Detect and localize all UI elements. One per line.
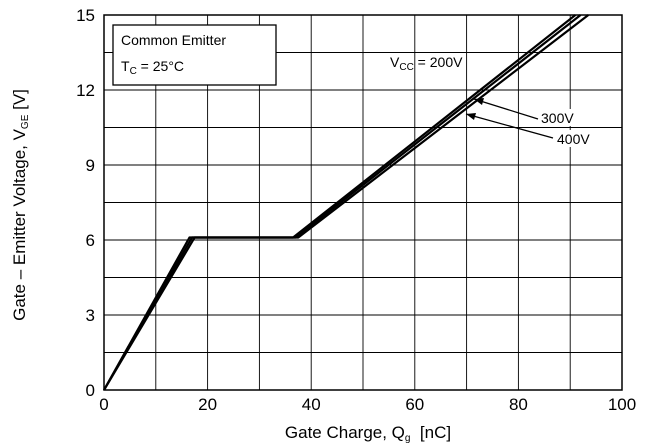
- x-tick-label: 100: [608, 395, 636, 414]
- conditions-box: Common Emitter TC = 25°C: [112, 24, 277, 86]
- y-axis-title: Gate – Emitter Voltage, VGE [V]: [10, 89, 31, 321]
- series-label-300v: 300V: [541, 110, 574, 126]
- y-tick-label: 12: [76, 81, 95, 100]
- series-line-400v: [103, 14, 589, 391]
- y-tick-label: 6: [86, 231, 95, 250]
- series-lines: [103, 14, 589, 391]
- x-tick-label: 60: [405, 395, 424, 414]
- arrow-400v: [465, 113, 554, 139]
- series-label-400v: 400V: [557, 131, 590, 147]
- series-label-200v: VCC = 200V: [390, 54, 463, 73]
- conditions-line-1: Common Emitter: [121, 32, 226, 48]
- y-tick-label: 3: [86, 306, 95, 325]
- x-tick-label: 20: [198, 395, 217, 414]
- y-tick-label: 15: [76, 6, 95, 25]
- x-tick-label: 80: [509, 395, 528, 414]
- arrowhead-300v: [474, 98, 484, 105]
- plot-frame: [103, 14, 623, 391]
- x-axis-title: Gate Charge, Qg [nC]: [285, 423, 451, 444]
- conditions-box-border: [112, 24, 277, 86]
- x-tick-label: 40: [302, 395, 321, 414]
- y-tick-label: 0: [86, 381, 95, 400]
- x-tick-label: 0: [99, 395, 108, 414]
- series-label-300v-bg: [537, 109, 579, 126]
- conditions-line-2: TC = 25°C: [121, 58, 184, 77]
- arrow-300v: [473, 98, 539, 120]
- grid-lines: [104, 15, 622, 390]
- tick-labels: 0 20 40 60 80 100 0 3 6 9 12 15: [76, 6, 636, 414]
- series-label-400v-bg: [553, 130, 597, 147]
- arrowhead-400v: [466, 113, 476, 120]
- y-tick-label: 9: [86, 156, 95, 175]
- series-labels: VCC = 200V 300V 400V: [390, 54, 597, 147]
